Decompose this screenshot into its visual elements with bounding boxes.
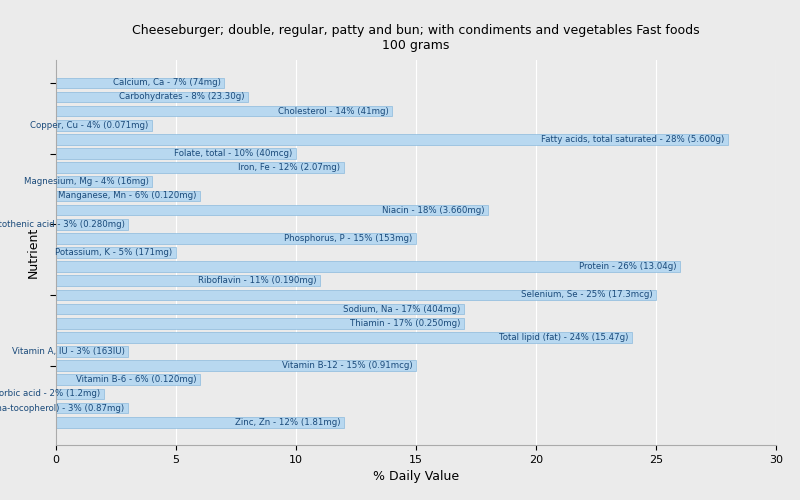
Text: Carbohydrates - 8% (23.30g): Carbohydrates - 8% (23.30g)	[119, 92, 245, 102]
Bar	[56, 276, 320, 286]
Bar	[56, 134, 728, 144]
Bar	[56, 360, 416, 371]
Bar	[56, 205, 488, 216]
Bar	[56, 346, 128, 357]
Text: Fatty acids, total saturated - 28% (5.600g): Fatty acids, total saturated - 28% (5.60…	[541, 135, 725, 144]
Text: Pantothenic acid - 3% (0.280mg): Pantothenic acid - 3% (0.280mg)	[0, 220, 125, 228]
Text: Folate, total - 10% (40mcg): Folate, total - 10% (40mcg)	[174, 149, 293, 158]
Y-axis label: Nutrient: Nutrient	[27, 227, 40, 278]
Bar	[56, 304, 464, 314]
Text: Vitamin B-6 - 6% (0.120mg): Vitamin B-6 - 6% (0.120mg)	[76, 376, 196, 384]
Bar	[56, 78, 224, 88]
Bar	[56, 290, 656, 300]
Text: Vitamin C, total ascorbic acid - 2% (1.2mg): Vitamin C, total ascorbic acid - 2% (1.2…	[0, 390, 101, 398]
Text: Total lipid (fat) - 24% (15.47g): Total lipid (fat) - 24% (15.47g)	[499, 333, 629, 342]
Bar	[56, 190, 200, 201]
Bar	[56, 219, 128, 230]
Text: Protein - 26% (13.04g): Protein - 26% (13.04g)	[579, 262, 677, 271]
Bar	[56, 92, 248, 102]
Bar	[56, 106, 392, 117]
Bar	[56, 176, 152, 187]
Text: Potassium, K - 5% (171mg): Potassium, K - 5% (171mg)	[55, 248, 173, 257]
Text: Niacin - 18% (3.660mg): Niacin - 18% (3.660mg)	[382, 206, 485, 214]
Text: Copper, Cu - 4% (0.071mg): Copper, Cu - 4% (0.071mg)	[30, 120, 149, 130]
Bar	[56, 374, 200, 385]
Text: Manganese, Mn - 6% (0.120mg): Manganese, Mn - 6% (0.120mg)	[58, 192, 196, 200]
Text: Magnesium, Mg - 4% (16mg): Magnesium, Mg - 4% (16mg)	[23, 178, 149, 186]
Text: Thiamin - 17% (0.250mg): Thiamin - 17% (0.250mg)	[350, 318, 461, 328]
Bar	[56, 148, 296, 159]
Bar	[56, 403, 128, 413]
Text: Selenium, Se - 25% (17.3mcg): Selenium, Se - 25% (17.3mcg)	[521, 290, 653, 300]
Text: Calcium, Ca - 7% (74mg): Calcium, Ca - 7% (74mg)	[113, 78, 220, 88]
Bar	[56, 388, 104, 399]
Bar	[56, 247, 176, 258]
X-axis label: % Daily Value: % Daily Value	[373, 470, 459, 484]
Text: Riboflavin - 11% (0.190mg): Riboflavin - 11% (0.190mg)	[198, 276, 316, 285]
Title: Cheeseburger; double, regular, patty and bun; with condiments and vegetables Fas: Cheeseburger; double, regular, patty and…	[132, 24, 700, 52]
Text: Cholesterol - 14% (41mg): Cholesterol - 14% (41mg)	[278, 106, 389, 116]
Bar	[56, 318, 464, 328]
Bar	[56, 262, 680, 272]
Text: Vitamin A, IU - 3% (163IU): Vitamin A, IU - 3% (163IU)	[11, 347, 125, 356]
Text: Phosphorus, P - 15% (153mg): Phosphorus, P - 15% (153mg)	[284, 234, 413, 243]
Text: Zinc, Zn - 12% (1.81mg): Zinc, Zn - 12% (1.81mg)	[235, 418, 341, 426]
Text: Vitamin B-12 - 15% (0.91mcg): Vitamin B-12 - 15% (0.91mcg)	[282, 361, 413, 370]
Bar	[56, 162, 344, 173]
Text: Sodium, Na - 17% (404mg): Sodium, Na - 17% (404mg)	[343, 304, 461, 314]
Bar	[56, 233, 416, 243]
Text: Iron, Fe - 12% (2.07mg): Iron, Fe - 12% (2.07mg)	[238, 163, 341, 172]
Bar	[56, 332, 632, 342]
Bar	[56, 417, 344, 428]
Text: Vitamin E (alpha-tocopherol) - 3% (0.87mg): Vitamin E (alpha-tocopherol) - 3% (0.87m…	[0, 404, 125, 412]
Bar	[56, 120, 152, 130]
